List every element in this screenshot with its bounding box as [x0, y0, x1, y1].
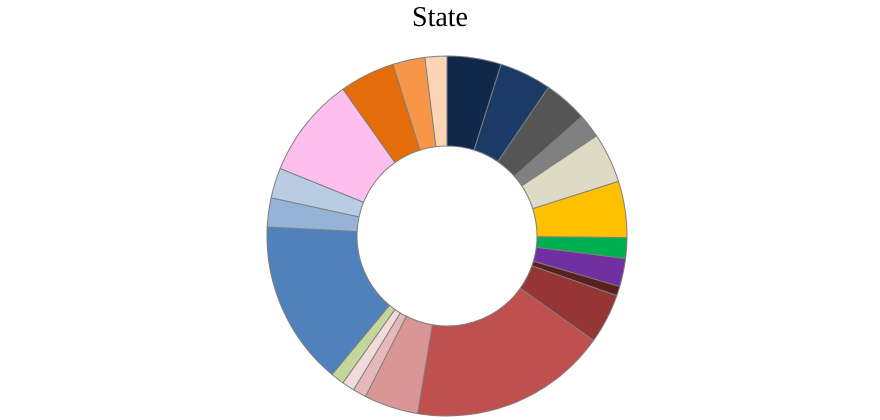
chart-title: State	[412, 2, 468, 33]
pie-slice-22	[424, 55, 448, 148]
pie-slice-11	[416, 287, 595, 417]
